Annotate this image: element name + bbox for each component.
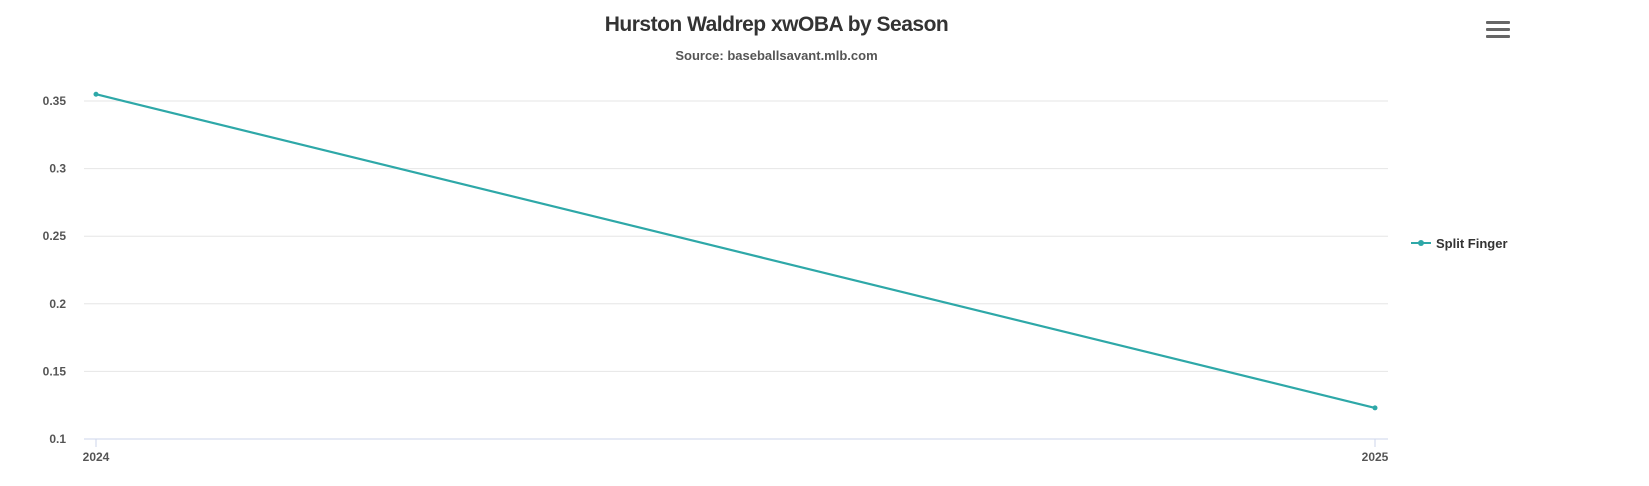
y-tick-label: 0.1 xyxy=(49,432,66,446)
x-tick-label: 2024 xyxy=(83,450,110,464)
data-point xyxy=(1372,405,1378,411)
legend-line-marker xyxy=(1411,240,1431,246)
chart-title: Hurston Waldrep xwOBA by Season xyxy=(604,13,949,36)
y-tick-label: 0.3 xyxy=(49,162,66,176)
y-tick-label: 0.25 xyxy=(43,229,67,243)
y-tick-label: 0.15 xyxy=(43,364,67,378)
legend-label: Split Finger xyxy=(1436,235,1508,251)
gridlines xyxy=(84,100,1388,372)
y-tick-label: 0.35 xyxy=(43,94,67,108)
chart-subtitle: Source: baseballsavant.mlb.com xyxy=(675,48,878,63)
x-axis: 2024 2025 xyxy=(83,438,1389,464)
legend-item-split-finger[interactable]: Split Finger xyxy=(1410,234,1508,252)
series-line-split-finger xyxy=(95,93,1376,409)
series-group xyxy=(93,91,1378,411)
y-axis-ticks: 0.1 0.15 0.2 0.25 0.3 0.35 xyxy=(43,94,67,446)
y-tick-label: 0.2 xyxy=(49,297,66,311)
hamburger-menu-icon[interactable] xyxy=(1486,21,1510,41)
x-tick-label: 2025 xyxy=(1362,450,1389,464)
data-point xyxy=(93,91,99,97)
